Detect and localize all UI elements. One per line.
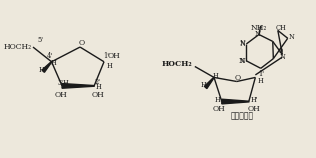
Text: 1': 1'	[103, 52, 109, 60]
Text: OH: OH	[248, 105, 260, 113]
Text: H: H	[257, 77, 263, 85]
Text: H: H	[38, 66, 44, 74]
Polygon shape	[204, 77, 214, 89]
Text: 2': 2'	[94, 78, 100, 86]
Text: 9: 9	[278, 47, 283, 55]
Text: OH: OH	[212, 105, 225, 113]
Text: O: O	[235, 74, 241, 82]
Text: N: N	[289, 33, 295, 41]
Text: HOCH₂: HOCH₂	[162, 60, 192, 68]
Text: H: H	[200, 81, 206, 89]
Text: 腺嘌呤核苷: 腺嘌呤核苷	[230, 112, 253, 120]
Polygon shape	[222, 99, 249, 104]
Text: H: H	[214, 96, 220, 104]
Polygon shape	[62, 84, 94, 88]
Text: H: H	[213, 72, 219, 80]
Text: OH: OH	[107, 52, 120, 60]
Text: 5': 5'	[38, 36, 44, 44]
Text: NH₂: NH₂	[251, 24, 267, 32]
Text: N: N	[239, 39, 245, 47]
Text: N: N	[280, 53, 286, 61]
Text: H: H	[106, 61, 112, 70]
Text: HOCH₂: HOCH₂	[4, 43, 32, 51]
Text: CH: CH	[276, 24, 286, 32]
Text: H: H	[96, 83, 102, 91]
Text: 3': 3'	[58, 79, 64, 87]
Polygon shape	[42, 62, 52, 72]
Text: OH: OH	[54, 91, 67, 99]
Text: O: O	[78, 39, 84, 47]
Text: OH: OH	[92, 91, 105, 99]
Text: N: N	[239, 40, 245, 48]
Text: N: N	[239, 57, 245, 65]
Text: H: H	[51, 59, 57, 67]
Text: H': H'	[250, 96, 258, 104]
Text: H: H	[62, 79, 68, 87]
Text: 1': 1'	[258, 70, 264, 78]
Text: N: N	[239, 57, 245, 65]
Text: N: N	[255, 30, 261, 38]
Text: 4': 4'	[47, 52, 53, 61]
